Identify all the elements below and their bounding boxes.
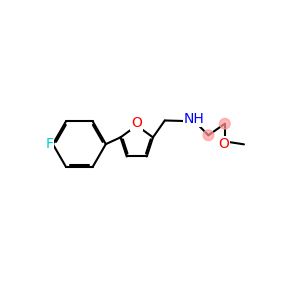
Circle shape — [220, 118, 230, 129]
Circle shape — [203, 130, 214, 140]
Text: NH: NH — [184, 112, 205, 126]
Text: O: O — [131, 116, 142, 130]
Text: F: F — [45, 137, 53, 151]
Text: O: O — [218, 137, 229, 152]
